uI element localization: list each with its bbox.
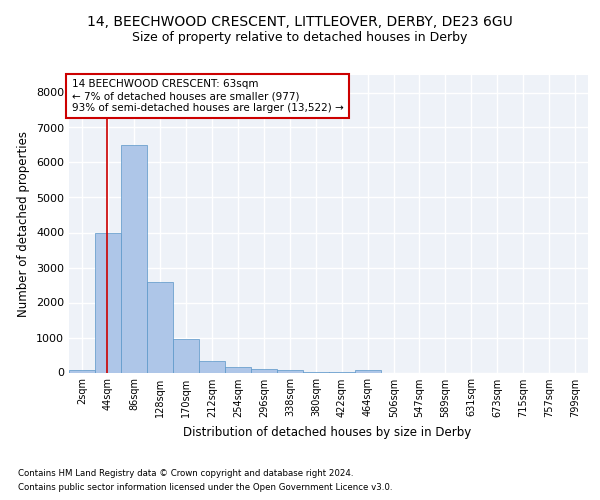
Bar	[355, 370, 381, 372]
Text: Size of property relative to detached houses in Derby: Size of property relative to detached ho…	[133, 31, 467, 44]
Bar	[121, 145, 147, 372]
Text: Contains public sector information licensed under the Open Government Licence v3: Contains public sector information licen…	[18, 483, 392, 492]
Bar	[225, 367, 251, 372]
Text: 14 BEECHWOOD CRESCENT: 63sqm
← 7% of detached houses are smaller (977)
93% of se: 14 BEECHWOOD CRESCENT: 63sqm ← 7% of det…	[71, 80, 343, 112]
Bar	[277, 370, 303, 372]
Y-axis label: Number of detached properties: Number of detached properties	[17, 130, 31, 317]
Bar	[95, 232, 121, 372]
Bar	[173, 339, 199, 372]
Bar	[199, 362, 225, 372]
Bar	[69, 370, 95, 372]
Bar	[251, 369, 277, 372]
Bar	[147, 282, 173, 372]
Text: 14, BEECHWOOD CRESCENT, LITTLEOVER, DERBY, DE23 6GU: 14, BEECHWOOD CRESCENT, LITTLEOVER, DERB…	[87, 16, 513, 30]
Text: Contains HM Land Registry data © Crown copyright and database right 2024.: Contains HM Land Registry data © Crown c…	[18, 470, 353, 478]
Text: Distribution of detached houses by size in Derby: Distribution of detached houses by size …	[183, 426, 471, 439]
